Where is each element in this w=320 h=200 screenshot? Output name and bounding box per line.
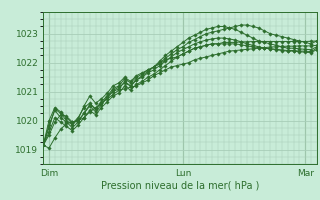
X-axis label: Pression niveau de la mer( hPa ): Pression niveau de la mer( hPa ) (101, 181, 259, 191)
